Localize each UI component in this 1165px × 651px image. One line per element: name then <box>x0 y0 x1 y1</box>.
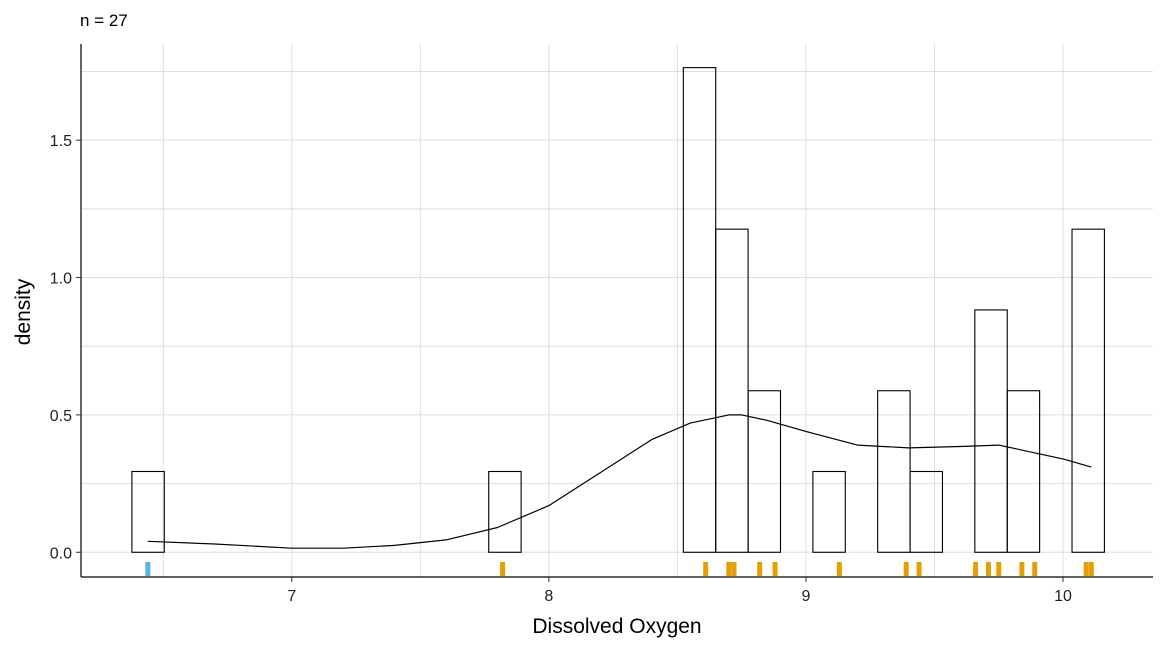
rug-mark <box>731 562 737 576</box>
histogram-bar <box>1006 390 1041 553</box>
sample-size-label: n = 27 <box>80 11 128 30</box>
rug-mark <box>500 562 506 576</box>
rug-mark <box>772 562 778 576</box>
rug-mark <box>996 562 1002 576</box>
rug-mark <box>1088 562 1094 576</box>
rug-marks <box>145 562 1094 576</box>
x-tick-label: 7 <box>287 588 296 605</box>
rug-mark <box>1019 562 1025 576</box>
x-axis-title: Dissolved Oxygen <box>532 615 701 638</box>
rug-mark <box>1032 562 1038 576</box>
y-tick-label: 0.0 <box>50 545 72 562</box>
rug-mark-flagged <box>145 562 151 576</box>
histogram-bar <box>488 470 522 553</box>
rug-mark <box>973 562 979 576</box>
x-tick-label: 8 <box>544 588 553 605</box>
histogram-bar <box>812 470 846 553</box>
rug-mark <box>985 562 991 576</box>
y-tick-label: 1.5 <box>50 133 72 150</box>
x-tick-label: 9 <box>801 588 810 605</box>
histogram-bar <box>909 470 944 553</box>
rug-mark <box>903 562 909 576</box>
y-tick-label: 0.5 <box>50 408 72 425</box>
density-line <box>147 414 1092 549</box>
histogram-bar <box>747 390 782 553</box>
density-curve <box>147 414 1092 549</box>
y-tick-label: 1.0 <box>50 271 72 288</box>
histogram-bar <box>131 470 165 553</box>
histogram-bar <box>1071 228 1105 553</box>
x-tick-label: 10 <box>1054 588 1072 605</box>
rug-mark <box>726 562 732 576</box>
rug-mark <box>757 562 763 576</box>
rug-mark <box>1083 562 1089 576</box>
histogram-bars <box>131 67 1105 553</box>
y-axis-title: density <box>12 278 35 345</box>
rug-mark <box>836 562 842 576</box>
rug-mark <box>703 562 709 576</box>
axes <box>80 44 1153 578</box>
tick-labels: 7 8 9 10 0.0 0.5 1.0 1.5 <box>50 133 1072 605</box>
rug-mark <box>916 562 922 576</box>
